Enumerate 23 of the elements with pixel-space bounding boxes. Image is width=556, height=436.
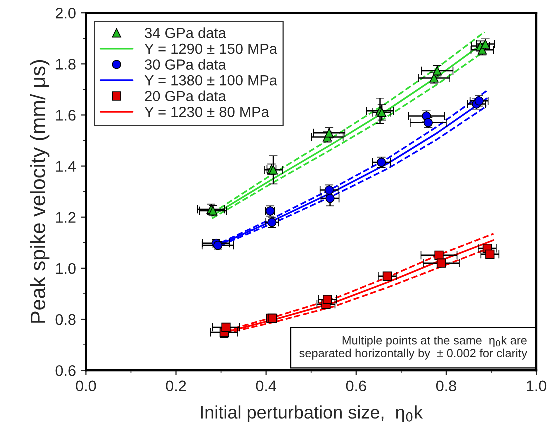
y-tick-label: 0.8 (56, 314, 76, 326)
legend-label: Y = 1230 ± 80 MPa (144, 106, 270, 118)
annotation: Multiple points at the same η$_{0}$k are separated horizontally by ± 0.002 for clarity (300, 336, 528, 360)
y-tick-label: 1.6 (56, 110, 76, 121)
x-tick-label: 0.0 (76, 380, 96, 392)
x-axis-title: Initial perturbation size, η$_{0}$k (201, 406, 424, 423)
y-tick-label: 1.4 (56, 161, 76, 172)
legend-label: Y = 1290 ± 150 MPa (144, 44, 278, 54)
legend-label: Y = 1380 ± 100 MPa (144, 75, 278, 86)
y-tick-label: 1.8 (56, 59, 76, 70)
y-tick-label: 1.0 (56, 263, 76, 274)
x-tick-label: 0.6 (346, 380, 366, 392)
x-tick-label: 0.8 (436, 380, 456, 392)
legend-label: 30 GPa data (145, 59, 226, 70)
x-tick-label: 1.0 (527, 380, 547, 392)
x-tick-label: 0.4 (256, 380, 276, 392)
y-tick-label: 0.6 (56, 365, 76, 376)
y-tick-label: 1.2 (56, 212, 76, 223)
legend-label: 20 GPa data (145, 90, 226, 102)
legend-label: 34 GPa data (145, 28, 226, 38)
x-tick-label: 0.2 (166, 380, 186, 392)
y-axis-title: Peak spike velocity (mm/ μs) (30, 60, 50, 323)
y-tick-label: 2.0 (56, 8, 76, 19)
